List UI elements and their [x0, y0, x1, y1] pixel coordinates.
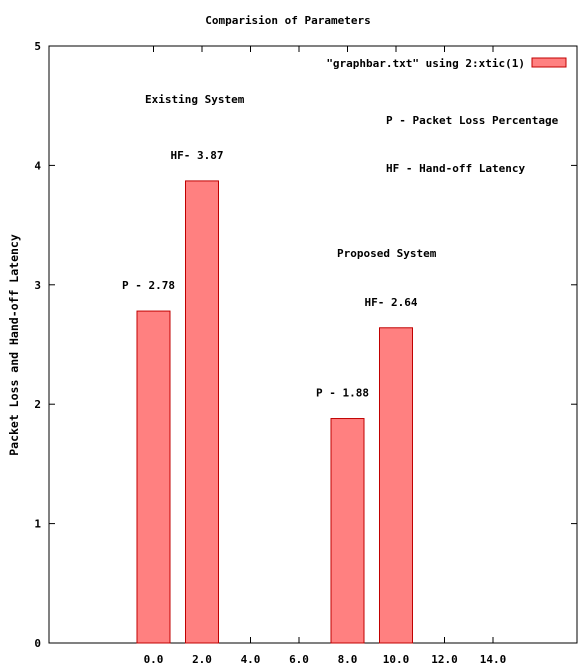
legend-label: "graphbar.txt" using 2:xtic(1) [326, 57, 525, 70]
annotation-handoff: HF - Hand-off Latency [386, 162, 525, 175]
bar [185, 180, 219, 644]
x-tick-label: 12.0 [431, 653, 458, 666]
labels-group: P - 2.78 HF- 3.87 P - 1.88 HF- 2.64 [122, 149, 418, 400]
legend: "graphbar.txt" using 2:xtic(1) [326, 57, 567, 70]
x-tick-label: 8.0 [338, 653, 358, 666]
legend-swatch [531, 57, 567, 68]
annotation-proposed-system: Proposed System [337, 247, 437, 260]
bar-value-label: P - 1.88 [316, 387, 369, 400]
bar-value-label: HF- 3.87 [171, 149, 224, 162]
bar-value-label: HF- 2.64 [365, 296, 418, 309]
bar [136, 310, 171, 644]
bar [379, 327, 413, 644]
chart-title: Comparision of Parameters [205, 14, 371, 27]
x-tick-label: 0.0 [144, 653, 164, 666]
y-tick-label: 1 [34, 518, 41, 531]
annotation-packet-loss: P - Packet Loss Percentage [386, 114, 559, 127]
y-tick-label: 3 [34, 279, 41, 292]
x-tick-label: 14.0 [480, 653, 507, 666]
plot-frame [48, 45, 578, 644]
y-axis-label: Packet Loss and Hand-off Latency [7, 234, 21, 456]
y-tick-label: 2 [34, 398, 41, 411]
y-tick-label: 0 [34, 637, 41, 650]
y-tick-label: 4 [34, 159, 41, 172]
x-tick-label: 10.0 [383, 653, 410, 666]
x-tick-label: 4.0 [241, 653, 261, 666]
ticks-group: 0 1 2 3 4 5 0.0 2.0 4.0 6.0 8.0 10.0 12.0 14.0 [34, 40, 577, 666]
bar-value-label: P - 2.78 [122, 279, 175, 292]
x-tick-label: 2.0 [192, 653, 212, 666]
bars-group [136, 180, 413, 644]
x-tick-label: 6.0 [289, 653, 309, 666]
annotation-existing-system: Existing System [145, 93, 245, 106]
y-tick-label: 5 [34, 40, 41, 53]
bar [330, 418, 365, 644]
